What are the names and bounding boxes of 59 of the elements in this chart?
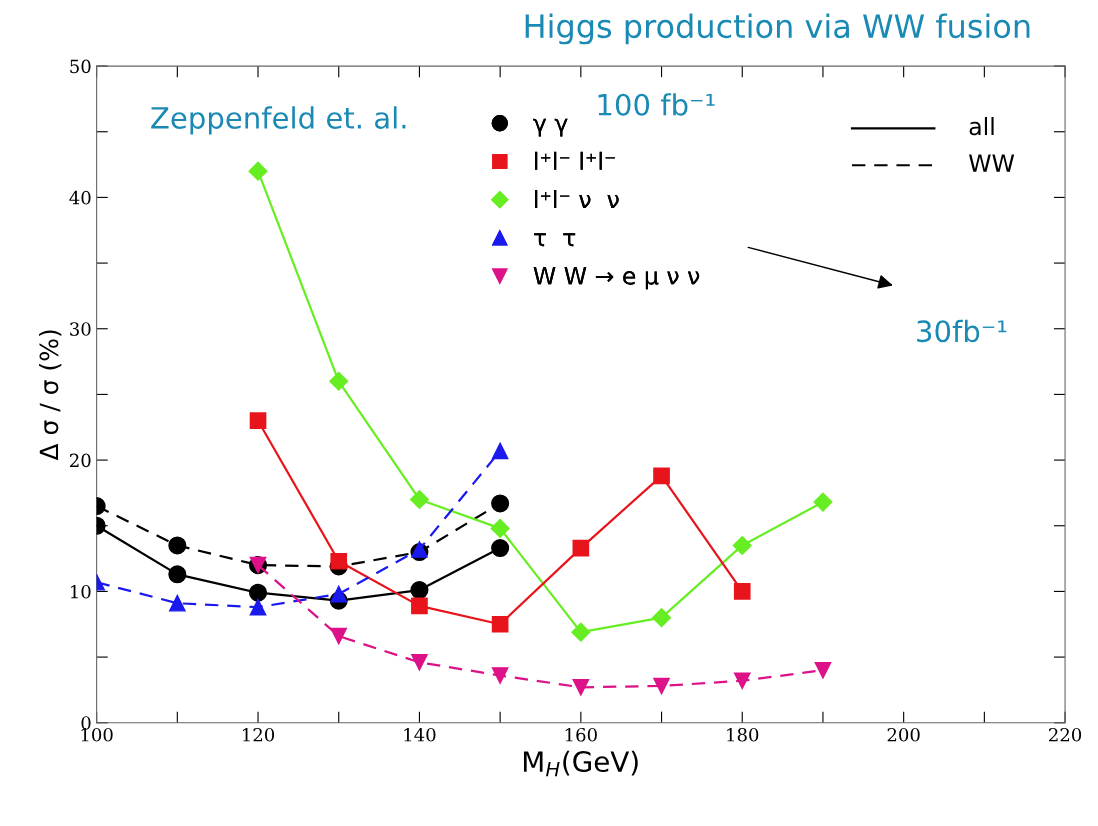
- point: [653, 677, 670, 695]
- y-tick-label: 10: [70, 584, 91, 599]
- legend-label: l⁺l⁻ l⁺l⁻: [535, 151, 615, 170]
- point: [409, 489, 429, 510]
- y-tick-label: 0: [81, 716, 91, 730]
- point: [490, 518, 510, 538]
- annotation: Zeppenfeld et. al.: [151, 106, 406, 135]
- x-tick-label: 120: [243, 727, 275, 742]
- point: [733, 672, 751, 690]
- point: [249, 598, 267, 616]
- point: [572, 678, 590, 696]
- point: [491, 442, 509, 460]
- point: [732, 535, 752, 555]
- y-tick-label: 20: [70, 453, 91, 468]
- x-tick-label: 140: [404, 727, 436, 742]
- point: [491, 539, 510, 558]
- y-axis-title: Δ σ / σ (%): [39, 330, 62, 461]
- legend-label: l⁺l⁻ ν ν: [535, 189, 619, 208]
- point: [410, 581, 429, 600]
- point: [491, 667, 509, 684]
- annotation: all: [969, 117, 994, 136]
- annotation: 30fb⁻¹: [917, 319, 1007, 343]
- point: [330, 585, 348, 603]
- point: [330, 627, 348, 645]
- point: [491, 494, 510, 513]
- point: [168, 536, 187, 555]
- point: [249, 583, 268, 602]
- point: [571, 622, 591, 642]
- legend-label: W W → e μ ν ν: [533, 267, 700, 290]
- x-tick-label: 160: [565, 727, 597, 742]
- chart-title: Higgs production via WW fusion: [525, 13, 1030, 45]
- legend-label: γ γ: [533, 118, 568, 137]
- point: [411, 541, 428, 558]
- point: [411, 654, 428, 671]
- point: [813, 492, 833, 512]
- point: [248, 161, 268, 181]
- annotation: 100 fb⁻¹: [598, 93, 715, 116]
- point: [491, 615, 509, 633]
- x-axis-title: M$_{H}$(GeV): [523, 750, 638, 777]
- point: [168, 594, 186, 612]
- point: [329, 371, 349, 391]
- y-tick-label: 30: [70, 322, 91, 336]
- legend-label: τ τ: [534, 233, 576, 247]
- point: [814, 661, 832, 679]
- point: [572, 539, 590, 557]
- point: [330, 552, 348, 570]
- point: [168, 565, 187, 584]
- point: [733, 583, 751, 600]
- x-tick-label: 180: [727, 727, 759, 742]
- point: [652, 608, 672, 628]
- x-tick-label: 200: [887, 727, 920, 742]
- point: [653, 467, 670, 485]
- y-tick-label: 40: [69, 190, 91, 205]
- point: [249, 412, 267, 430]
- x-tick-label: 220: [1049, 727, 1082, 742]
- point: [411, 597, 428, 615]
- annotation: WW: [969, 154, 1015, 172]
- y-tick-label: 50: [70, 59, 91, 74]
- x-tick-label: 100: [81, 727, 113, 742]
